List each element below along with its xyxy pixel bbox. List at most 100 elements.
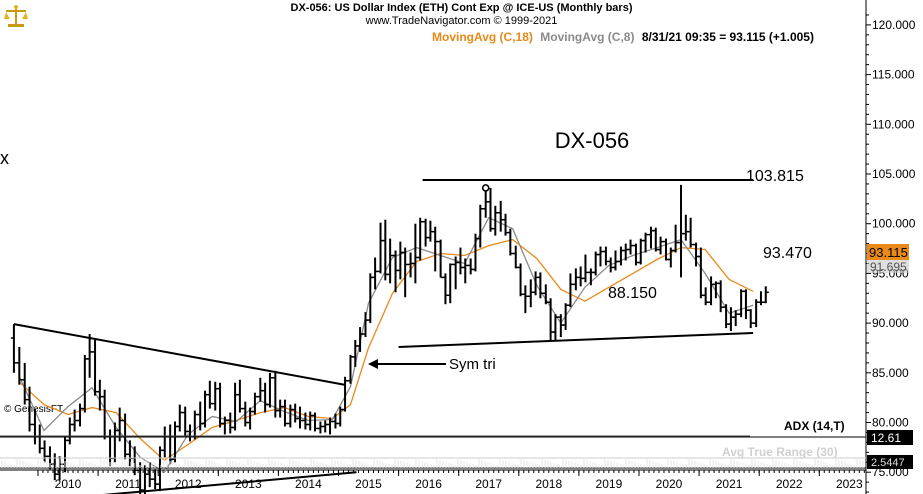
ohlc-bar bbox=[302, 412, 309, 430]
ohlc-bar bbox=[612, 250, 619, 271]
ohlc-bar bbox=[41, 440, 48, 463]
ohlc-bar bbox=[21, 362, 28, 405]
ohlc-bar bbox=[266, 372, 273, 408]
ohlc-bar bbox=[617, 246, 624, 266]
ohlc-bar bbox=[202, 390, 209, 428]
sym-tri-arrowhead-icon bbox=[368, 359, 378, 369]
scales-logo-icon bbox=[4, 4, 28, 30]
clipped-side-text: x bbox=[0, 148, 9, 168]
ohlc-bar bbox=[537, 272, 544, 299]
ohlc-bar bbox=[111, 422, 118, 463]
ohlc-bar bbox=[51, 453, 58, 481]
ohlc-bar bbox=[592, 251, 599, 276]
ohlc-bar bbox=[56, 456, 63, 481]
ohlc-bar bbox=[708, 276, 715, 306]
ohlc-bar bbox=[272, 370, 279, 418]
ohlc-bar bbox=[572, 268, 579, 291]
legend-ma18[interactable]: MovingAvg (C,18) bbox=[432, 30, 533, 44]
ohlc-bar bbox=[642, 232, 649, 253]
ohlc-bar bbox=[206, 380, 213, 409]
ohlc-bar bbox=[667, 247, 674, 268]
trendline-triangle-lower bbox=[102, 471, 357, 494]
legend-ma8[interactable]: MovingAvg (C,8) bbox=[540, 30, 635, 44]
ohlc-bar bbox=[597, 246, 604, 267]
ohlc-bar bbox=[577, 266, 584, 287]
ohlc-bar bbox=[197, 401, 204, 431]
ohlc-bar bbox=[672, 224, 679, 253]
x-tick-label: 2015 bbox=[355, 477, 382, 491]
chart-title: DX-056 bbox=[555, 128, 630, 153]
ohlc-bar bbox=[407, 252, 414, 278]
ohlc-bar bbox=[171, 421, 178, 463]
annotation-88150: 88.150 bbox=[608, 285, 657, 302]
x-tick-label: 2017 bbox=[475, 477, 502, 491]
ohlc-bar bbox=[71, 409, 78, 432]
annotation-sym-tri: Sym tri bbox=[449, 356, 496, 373]
last-price-label: 93.115 bbox=[869, 245, 908, 260]
ohlc-bar bbox=[652, 227, 659, 252]
x-tick-label: 2014 bbox=[295, 477, 322, 491]
ohlc-bar bbox=[352, 339, 359, 367]
ohlc-bar bbox=[712, 281, 719, 299]
ohlc-bar bbox=[462, 258, 469, 284]
ohlc-bar bbox=[251, 392, 258, 415]
peak-marker-icon bbox=[481, 184, 490, 192]
adx-value-label: 12.61 bbox=[871, 431, 901, 445]
y-tick-label: 90.000 bbox=[872, 316, 909, 330]
ohlc-bar bbox=[236, 379, 243, 413]
trendline-support bbox=[398, 332, 754, 348]
annotation-103815: 103.815 bbox=[746, 168, 804, 185]
x-tick-label: 2012 bbox=[175, 477, 202, 491]
ohlc-bar bbox=[372, 257, 379, 290]
ohlc-bar bbox=[342, 376, 349, 412]
trendline-triangle-upper bbox=[13, 323, 345, 386]
ohlc-bar bbox=[532, 271, 539, 296]
y-tick-label: 80.000 bbox=[872, 416, 909, 430]
ohlc-bar bbox=[657, 236, 664, 255]
ohlc-bar bbox=[542, 284, 549, 305]
ohlc-bar bbox=[422, 218, 429, 247]
ohlc-bar bbox=[161, 426, 168, 458]
x-tick-label: 2020 bbox=[656, 477, 683, 491]
ohlc-bar bbox=[662, 238, 669, 261]
last-price-ghost-label: 91.695 bbox=[870, 260, 907, 274]
ohlc-bar bbox=[397, 241, 404, 280]
ohlc-bar bbox=[277, 399, 284, 418]
moving-average-line-18 bbox=[19, 238, 754, 462]
x-tick-label: 2010 bbox=[55, 477, 82, 491]
ohlc-bar bbox=[137, 462, 144, 494]
indicator-legend: MovingAvg (C,18) MovingAvg (C,8) 8/31/21… bbox=[432, 30, 818, 44]
ohlc-bar bbox=[627, 239, 634, 255]
y-tick-label: 95.000 bbox=[872, 266, 909, 280]
ohlc-bar bbox=[552, 314, 559, 340]
atr-title: Avg True Range (30) bbox=[722, 445, 838, 459]
ohlc-bar bbox=[377, 222, 384, 274]
ohlc-bar bbox=[116, 407, 123, 442]
ohlc-bar bbox=[312, 412, 319, 432]
ohlc-bar bbox=[392, 250, 399, 293]
x-tick-label: 2019 bbox=[596, 477, 623, 491]
x-tick-label: 2021 bbox=[716, 477, 743, 491]
ohlc-bar bbox=[497, 200, 504, 232]
ohlc-bar bbox=[502, 213, 509, 236]
ohlc-bar bbox=[86, 334, 93, 378]
ohlc-bar bbox=[187, 424, 194, 442]
ohlc-bar bbox=[307, 411, 314, 431]
ohlc-bar bbox=[547, 298, 554, 341]
ohlc-bar bbox=[232, 382, 239, 431]
ohlc-bar bbox=[697, 247, 704, 299]
ohlc-bar bbox=[16, 346, 23, 385]
moving-average-line-8 bbox=[19, 216, 754, 474]
ohlc-bar bbox=[753, 299, 760, 328]
ohlc-bar bbox=[467, 258, 474, 275]
ohlc-bar bbox=[281, 399, 288, 427]
ohlc-bar bbox=[152, 469, 159, 490]
ohlc-bar bbox=[447, 263, 454, 304]
ohlc-bar bbox=[682, 214, 689, 241]
ohlc-bar bbox=[727, 307, 734, 332]
annotation-93470: 93.470 bbox=[763, 245, 812, 262]
ohlc-bar bbox=[492, 205, 499, 236]
ohlc-bar bbox=[757, 291, 764, 306]
